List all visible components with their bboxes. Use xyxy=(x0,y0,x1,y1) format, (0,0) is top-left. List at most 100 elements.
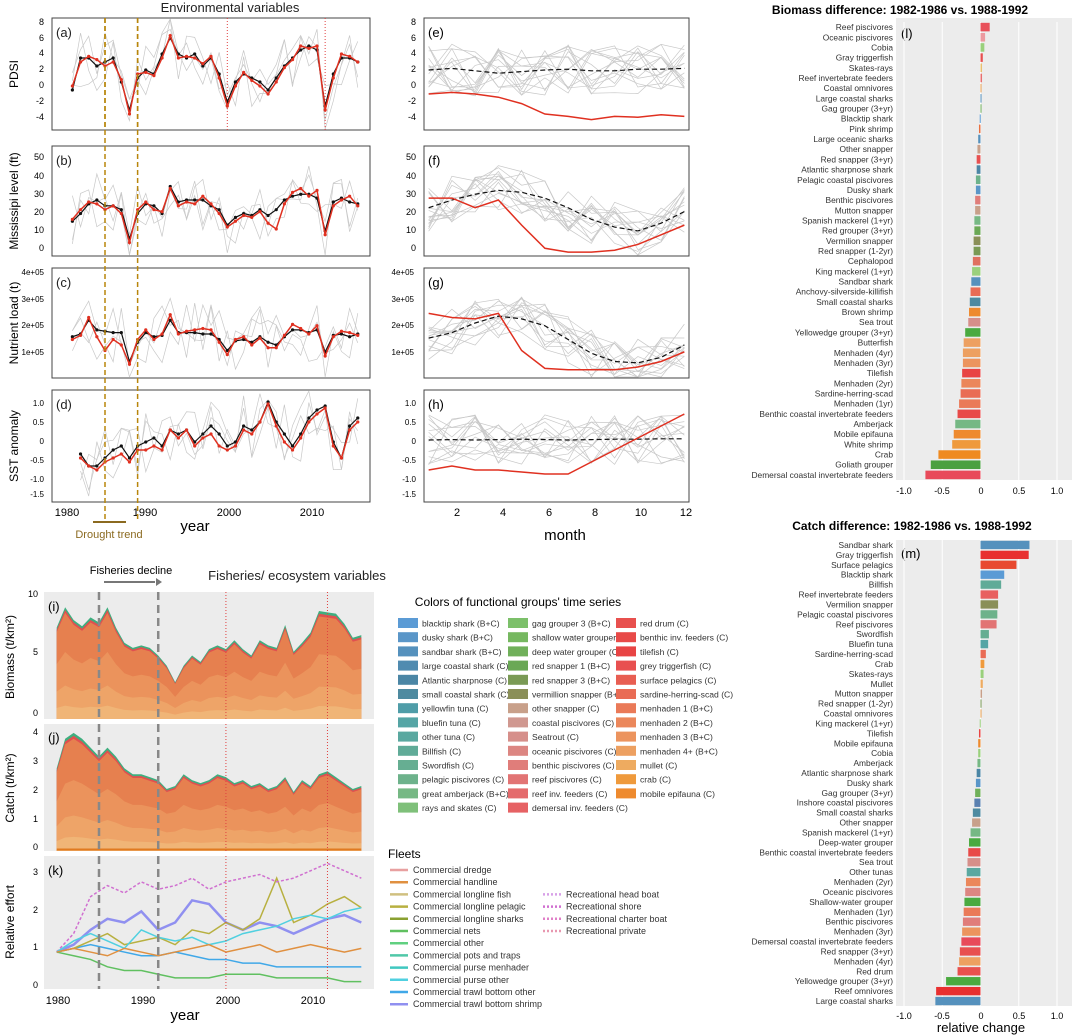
data-point xyxy=(201,194,205,198)
data-point xyxy=(176,56,180,60)
data-point xyxy=(266,221,270,225)
data-point xyxy=(242,213,246,218)
data-point xyxy=(242,70,246,74)
fisheries-title: Fisheries/ ecosystem variables xyxy=(208,568,386,583)
tick-label: 10 xyxy=(406,225,416,235)
category-label: Other snapper xyxy=(839,818,893,828)
tick-label: -1.5 xyxy=(402,490,416,499)
background-trace xyxy=(428,175,685,234)
data-point xyxy=(193,56,197,60)
data-point xyxy=(184,54,189,59)
legend-swatch xyxy=(398,660,418,671)
data-point xyxy=(225,225,229,229)
tick-label: 0 xyxy=(39,80,44,90)
bar xyxy=(959,957,981,966)
data-point xyxy=(266,92,270,96)
data-point xyxy=(78,208,83,212)
bar xyxy=(980,649,986,659)
tick-label: 3e+05 xyxy=(22,295,45,304)
bar xyxy=(972,818,981,827)
tick-label: 0 xyxy=(40,437,45,446)
panel-m-label: (m) xyxy=(901,546,921,561)
category-label: Dusky shark xyxy=(847,778,894,788)
panel-l-frame xyxy=(896,18,1072,480)
bar xyxy=(968,317,981,327)
legend-swatch xyxy=(508,731,528,742)
bar xyxy=(980,689,983,698)
data-point xyxy=(250,343,254,347)
data-point xyxy=(233,337,238,342)
bar xyxy=(925,470,981,480)
data-point xyxy=(356,416,360,420)
data-point xyxy=(266,402,270,406)
tick-label: -2 xyxy=(408,96,416,106)
background-trace xyxy=(428,306,685,369)
bar xyxy=(930,460,981,470)
data-point xyxy=(250,340,254,344)
panel-m-title: Catch difference: 1982-1986 vs. 1988-199… xyxy=(792,519,1032,533)
env-year-label: year xyxy=(180,518,209,535)
functional-groups-legend: Colors of functional groups' time series… xyxy=(398,595,733,813)
data-point xyxy=(315,412,319,416)
data-point xyxy=(290,58,295,62)
tick-label: 1990 xyxy=(133,507,157,519)
highlight-series-line xyxy=(72,312,359,367)
panel-h-frame xyxy=(423,389,690,503)
category-label: Atlantic sharpnose shark xyxy=(801,165,894,175)
bar xyxy=(980,590,999,599)
category-label: Red drum xyxy=(856,966,893,976)
data-point xyxy=(127,456,132,460)
data-point xyxy=(87,200,91,204)
data-point xyxy=(119,211,123,216)
legend-label: small coastal shark (C) xyxy=(422,690,510,700)
category-label: Mobile epifauna xyxy=(834,738,893,748)
background-trace xyxy=(428,302,685,373)
tick-label: 4 xyxy=(33,727,38,737)
data-point xyxy=(274,227,278,231)
tick-label: 40 xyxy=(34,171,44,181)
bar xyxy=(978,134,981,144)
highlight-series-line xyxy=(428,413,685,475)
data-point xyxy=(348,428,352,432)
background-trace xyxy=(428,308,685,378)
panel-b-label: (b) xyxy=(56,153,72,168)
bar xyxy=(980,610,998,619)
legend-label: menhaden 4+ (B+C) xyxy=(640,746,718,756)
data-point xyxy=(356,420,360,424)
legend-label: Atlantic sharpnose (C) xyxy=(422,675,507,685)
background-trace xyxy=(72,179,359,237)
background-trace xyxy=(428,416,685,462)
data-point xyxy=(176,432,180,436)
tick-label: 8 xyxy=(39,17,44,27)
legend-label: menhaden 3 (B+C) xyxy=(640,732,713,742)
legend-swatch xyxy=(508,788,528,799)
panel-k-label: (k) xyxy=(48,863,63,878)
bar xyxy=(977,758,981,768)
background-trace xyxy=(428,175,685,241)
background-trace xyxy=(428,415,685,464)
data-point xyxy=(274,80,278,84)
legend-label: red snapper 3 (B+C) xyxy=(532,675,610,685)
tick-label: 3 xyxy=(33,867,38,877)
bar xyxy=(978,124,981,134)
background-trace xyxy=(428,303,685,375)
legend-label: shallow water grouper (C) xyxy=(532,633,631,643)
data-point xyxy=(307,44,311,48)
panel-d: (d) 1.0 0.5 0 -0.5 -1.0 -1.5 SST anomaly xyxy=(7,389,371,503)
tick-label: 0 xyxy=(411,243,416,253)
data-point xyxy=(290,322,295,326)
data-point xyxy=(299,192,303,196)
tick-label: 6 xyxy=(411,33,416,43)
data-point xyxy=(176,436,180,440)
tick-label: 1.0 xyxy=(1051,1011,1064,1021)
tick-label: -4 xyxy=(408,112,416,122)
legend-swatch xyxy=(508,660,528,671)
bar xyxy=(980,620,997,629)
data-point xyxy=(193,52,197,56)
category-label: Skates-rays xyxy=(849,63,893,73)
category-label: Reef omnivores xyxy=(834,986,893,996)
category-label: Atlantic sharpnose shark xyxy=(801,768,894,778)
fleet-effort-line xyxy=(56,898,362,954)
category-label: Red snapper (1-2yr) xyxy=(818,699,893,709)
category-label: Cobia xyxy=(871,748,893,758)
